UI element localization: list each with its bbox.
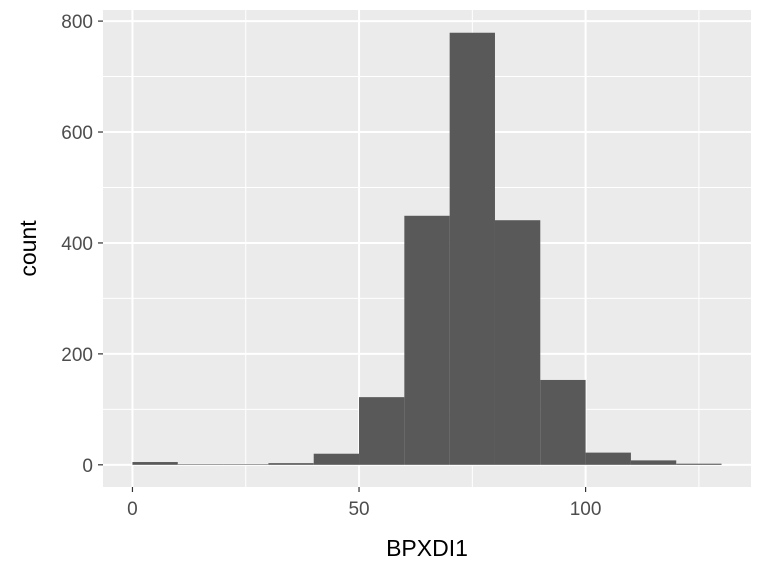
histogram-bar: [313, 453, 360, 465]
y-axis-title: count: [15, 220, 41, 277]
histogram-bar: [540, 379, 586, 465]
histogram-bar: [630, 460, 677, 465]
histogram-bar: [268, 463, 314, 465]
histogram-bar: [359, 397, 405, 465]
x-tick-label: 50: [348, 499, 369, 520]
histogram-bar: [494, 220, 541, 465]
y-tick-label: 600: [61, 123, 93, 144]
y-tick-label: 800: [61, 12, 93, 33]
histogram-bar: [676, 463, 722, 465]
histogram-bar: [223, 464, 269, 465]
x-axis: 0 50 100: [127, 487, 601, 520]
histogram-bars: [132, 32, 722, 465]
x-tick-label: 0: [127, 499, 138, 520]
histogram-bar: [585, 452, 631, 465]
x-tick-label: 100: [570, 499, 602, 520]
y-tick-label: 400: [61, 234, 93, 255]
x-axis-title: BPXDI1: [386, 535, 468, 561]
y-tick-label: 200: [61, 345, 93, 366]
histogram-bar: [132, 462, 178, 465]
histogram-bar: [449, 32, 495, 465]
histogram-bar: [177, 464, 224, 465]
histogram-bar: [404, 215, 450, 465]
y-tick-label: 0: [82, 456, 93, 477]
y-axis: 0 200 400 600 800: [61, 12, 103, 477]
